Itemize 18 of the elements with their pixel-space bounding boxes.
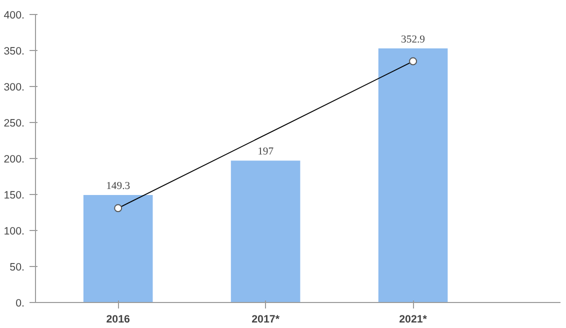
bar — [378, 48, 448, 302]
y-tick-label: 100. — [4, 226, 25, 238]
bar — [83, 195, 153, 302]
y-tick-label: 250. — [4, 118, 25, 130]
data-label: 197 — [258, 146, 274, 158]
x-tick-label: 2017* — [252, 314, 280, 326]
data-label: 149.3 — [106, 181, 130, 192]
y-tick-label: 300. — [4, 82, 25, 94]
data-label: 352.9 — [401, 34, 426, 46]
y-tick-label: 350. — [4, 46, 25, 58]
bar — [230, 160, 300, 302]
y-tick-label: 150. — [4, 190, 25, 202]
y-tick-label: 50. — [10, 262, 25, 274]
x-tick-label: 2016 — [106, 314, 130, 326]
y-tick-label: 200. — [4, 154, 25, 166]
y-tick-label: 0. — [16, 298, 25, 310]
y-tick-label: 400. — [4, 10, 25, 22]
x-tick-label: 2021* — [399, 314, 428, 326]
